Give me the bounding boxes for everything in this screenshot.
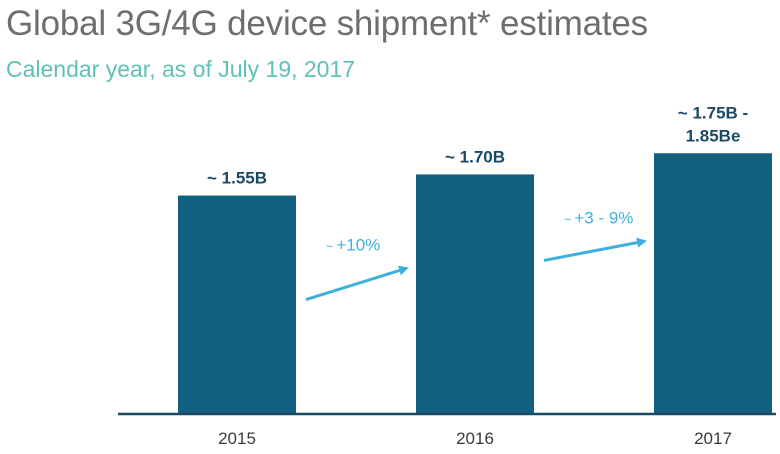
chart-subtitle: Calendar year, as of July 19, 2017: [6, 56, 356, 82]
bar-label-2017: ~ 1.75B - 1.85Be: [678, 103, 748, 145]
bar-label-line: ~ 1.70B: [445, 147, 505, 166]
bar-label-line: 1.85Be: [686, 126, 741, 145]
chart-title: Global 3G/4G device shipment* estimates: [6, 4, 648, 43]
x-tick-label-2017: 2017: [694, 429, 732, 448]
growth-tilde: ~: [326, 239, 336, 253]
growth-value: +3 - 9%: [574, 208, 633, 227]
x-tick-label-2015: 2015: [218, 429, 256, 448]
bar-label-line: ~ 1.75B -: [678, 103, 748, 122]
bar-2017: [654, 153, 772, 415]
bar-2015: [178, 195, 296, 414]
growth-label-2: ~ +3 - 9%: [564, 208, 633, 227]
bar-label-2015: ~ 1.55B: [207, 169, 267, 188]
growth-arrow-2: [543, 237, 647, 262]
growth-tilde: ~: [564, 212, 574, 226]
bar-2016: [416, 174, 534, 414]
x-tick-label-2016: 2016: [456, 429, 494, 448]
growth-label-1: ~ +10%: [326, 235, 380, 254]
growth-arrow-1: [305, 265, 409, 301]
bar-label-line: ~ 1.55B: [207, 169, 267, 188]
growth-value: +10%: [336, 235, 380, 254]
bar-label-2016: ~ 1.70B: [445, 147, 505, 166]
